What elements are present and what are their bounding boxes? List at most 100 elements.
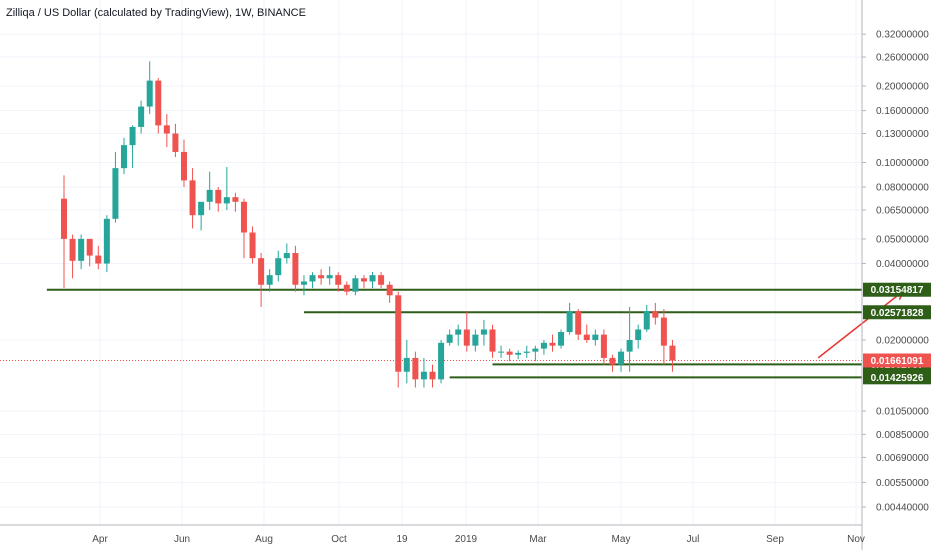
candle[interactable] (240, 198, 247, 259)
candle[interactable] (429, 364, 436, 388)
candle[interactable] (446, 329, 453, 346)
candle[interactable] (138, 100, 145, 134)
candle-body (318, 275, 325, 279)
candle[interactable] (309, 272, 316, 289)
level-badge: 0.01425926 (863, 370, 931, 385)
candle[interactable] (480, 319, 487, 346)
candle[interactable] (643, 304, 650, 333)
candle[interactable] (420, 357, 427, 388)
candles[interactable] (61, 61, 676, 388)
candle[interactable] (249, 226, 256, 264)
candle-body (232, 197, 239, 202)
candle[interactable] (412, 351, 419, 388)
y-tick-label: 0.00550000 (876, 478, 929, 489)
candle[interactable] (112, 151, 119, 223)
candle[interactable] (292, 245, 299, 292)
candle[interactable] (395, 291, 402, 388)
candle[interactable] (532, 345, 539, 362)
candle-body (326, 275, 333, 279)
candle[interactable] (258, 253, 265, 307)
candle-body (198, 201, 205, 216)
candle[interactable] (618, 348, 625, 372)
y-tick-label: 0.08000000 (876, 183, 929, 194)
candle-body (592, 334, 599, 340)
candle-body (86, 238, 93, 256)
candle[interactable] (609, 354, 616, 372)
candle-body (420, 371, 427, 380)
candle[interactable] (189, 168, 196, 229)
candle-body (403, 357, 410, 372)
grid (0, 0, 862, 525)
candle[interactable] (146, 61, 153, 115)
candle[interactable] (660, 308, 667, 365)
candle[interactable] (498, 345, 505, 358)
y-axis[interactable]: 0.32000000 0.26000000 0.20000000 0.16000000… (862, 30, 929, 514)
candle-body (206, 189, 213, 202)
candle-body (438, 342, 445, 380)
candle[interactable] (283, 243, 290, 264)
candle[interactable] (540, 340, 547, 355)
candle[interactable] (95, 245, 102, 270)
candle[interactable] (438, 340, 445, 384)
candle[interactable] (455, 324, 462, 346)
candle[interactable] (669, 340, 676, 372)
candle[interactable] (129, 125, 136, 169)
candle-body (515, 352, 522, 355)
x-tick-label: Aug (255, 534, 273, 545)
candle[interactable] (403, 340, 410, 384)
candle[interactable] (61, 175, 67, 289)
candle[interactable] (206, 171, 213, 210)
candle[interactable] (583, 324, 590, 343)
candle[interactable] (463, 311, 470, 352)
x-axis[interactable]: Apr Jun Aug Oct 19 2019 Mar May Jul Sep Nov (92, 534, 865, 545)
candle-body (129, 126, 136, 146)
candle[interactable] (600, 329, 607, 365)
candle[interactable] (103, 215, 110, 273)
candle[interactable] (558, 329, 565, 349)
candle[interactable] (275, 250, 282, 282)
candle[interactable] (172, 123, 179, 158)
candle-body (523, 351, 530, 353)
candle[interactable] (343, 281, 350, 296)
candle[interactable] (489, 324, 496, 358)
candle[interactable] (223, 166, 230, 210)
candle[interactable] (506, 348, 513, 362)
level-badge-bg (863, 370, 931, 385)
candle[interactable] (300, 275, 307, 296)
x-tick-label: Nov (847, 534, 865, 545)
candle[interactable] (523, 345, 530, 358)
candle[interactable] (335, 272, 342, 292)
candle[interactable] (318, 269, 325, 285)
candle[interactable] (635, 324, 642, 349)
candle[interactable] (360, 275, 367, 289)
candle[interactable] (472, 329, 479, 352)
candle[interactable] (549, 334, 556, 352)
candle[interactable] (626, 306, 633, 372)
candle-body (566, 311, 573, 333)
candle[interactable] (86, 238, 93, 267)
candle[interactable] (326, 266, 333, 285)
candle[interactable] (215, 187, 222, 212)
candle[interactable] (652, 302, 659, 325)
candle[interactable] (369, 272, 376, 289)
candle[interactable] (163, 114, 170, 148)
candle[interactable] (352, 275, 359, 296)
candle[interactable] (155, 78, 162, 134)
candle[interactable] (592, 329, 599, 346)
candle[interactable] (78, 234, 85, 270)
y-tick-label: 0.16000000 (876, 106, 929, 117)
candle[interactable] (266, 269, 273, 292)
candle[interactable] (198, 201, 205, 231)
candle-body (540, 342, 547, 349)
candle[interactable] (575, 308, 582, 340)
candle[interactable] (386, 281, 393, 303)
candle[interactable] (120, 137, 127, 175)
candle[interactable] (232, 192, 239, 212)
candle[interactable] (180, 139, 187, 188)
candle[interactable] (515, 350, 522, 360)
candle[interactable] (378, 272, 385, 289)
candle-body (463, 329, 470, 346)
candle[interactable] (69, 234, 76, 279)
candle[interactable] (566, 302, 573, 335)
